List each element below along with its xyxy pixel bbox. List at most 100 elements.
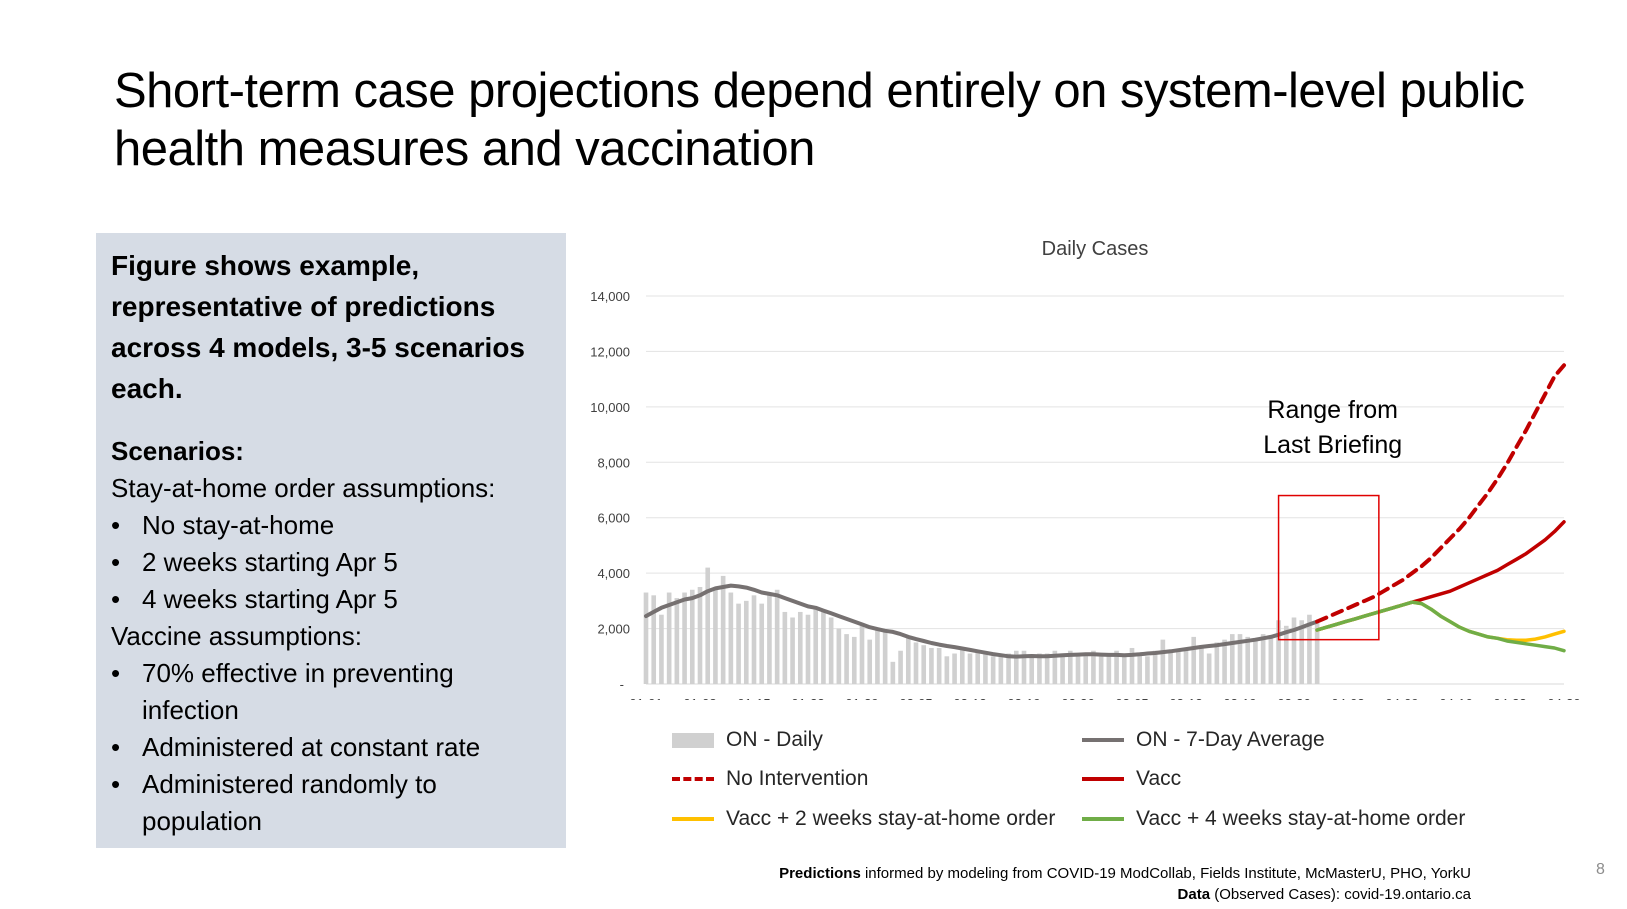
daily-bar [666, 592, 672, 684]
footer-data-bold: Data [1177, 886, 1211, 903]
daily-bar [1137, 653, 1143, 684]
daily-bar [1214, 642, 1220, 684]
daily-bar [1037, 653, 1042, 684]
legend-item-daily: ON - Daily [672, 725, 823, 755]
daily-bar [1067, 650, 1073, 684]
daily-bar [952, 653, 957, 684]
x-tick-label: 02-12 [953, 696, 986, 700]
daily-bar [1060, 653, 1065, 684]
daily-bar [1083, 653, 1089, 684]
stay-at-home-heading: Stay-at-home order assumptions: [111, 473, 496, 503]
daily-bar [998, 656, 1004, 684]
daily-bar [1276, 620, 1281, 684]
legend-label-vacc-2wk: Vacc + 2 weeks stay-at-home order [726, 807, 1056, 830]
daily-bar [1291, 617, 1297, 684]
y-tick-label: - [620, 677, 624, 692]
daily-bar [1199, 645, 1204, 684]
daily-bar [844, 634, 849, 684]
daily-bar [828, 617, 834, 684]
y-tick-label: 10,000 [590, 400, 630, 415]
daily-bar [867, 639, 873, 684]
x-tick-label: 02-26 [1061, 696, 1094, 700]
daily-bar [1229, 634, 1235, 684]
legend-item-vacc-2wk: Vacc + 2 weeks stay-at-home order [672, 804, 1055, 834]
daily-bar [728, 592, 734, 684]
daily-bar [921, 645, 927, 684]
x-tick-label: 03-26 [1277, 696, 1310, 700]
y-tick-label: 4,000 [597, 566, 630, 581]
daily-bar [1175, 650, 1181, 684]
daily-bar [959, 647, 965, 684]
daily-bar [689, 589, 695, 684]
daily-bar [751, 595, 757, 684]
daily-bar [1052, 650, 1058, 684]
daily-bar [936, 647, 942, 684]
daily-bar [859, 625, 865, 684]
range-annotation-line2: Last Briefing [1263, 431, 1402, 459]
x-tick-label: 02-05 [899, 696, 932, 700]
y-tick-label: 2,000 [597, 622, 630, 637]
daily-bar [1013, 650, 1019, 684]
footer-predictions-bold: Predictions [779, 865, 861, 882]
legend-item-7day: ON - 7-Day Average [1082, 725, 1325, 755]
daily-bar [1299, 620, 1305, 684]
vaccine-item: Administered randomly to population [111, 766, 552, 840]
daily-bar [1245, 636, 1251, 684]
daily-bar [1191, 636, 1197, 684]
daily-bar [1283, 625, 1289, 684]
daily-bar [836, 628, 842, 684]
daily-bar [1129, 647, 1135, 684]
series-no-intervention [1315, 363, 1566, 624]
y-tick-label: 14,000 [590, 289, 630, 304]
daily-bar [774, 589, 780, 684]
daily-bar [1029, 656, 1035, 684]
daily-bar [1114, 650, 1119, 684]
legend-swatch-no-intervention [672, 777, 714, 781]
series-vacc [1315, 520, 1566, 632]
x-tick-label: 04-23 [1493, 696, 1526, 700]
vaccine-item: 70% effective in preventing infection [111, 655, 552, 729]
daily-bar [1044, 653, 1050, 684]
daily-bar [1183, 647, 1189, 684]
legend-label-no-intervention: No Intervention [726, 767, 869, 790]
daily-bar [1222, 639, 1227, 684]
stay-at-home-item: No stay-at-home [111, 507, 552, 544]
daily-bar [697, 587, 703, 684]
series-7-day-average [644, 583, 1320, 659]
y-tick-label: 6,000 [597, 511, 630, 526]
daily-bar [821, 611, 826, 684]
daily-bar [720, 575, 726, 684]
footer-data-text: (Observed Cases): covid-19.ontario.ca [1210, 886, 1471, 903]
daily-bar [805, 614, 811, 684]
daily-bar [1307, 614, 1312, 684]
scenario-panel: Figure shows example, representative of … [96, 233, 566, 848]
legend-label-vacc: Vacc [1136, 767, 1182, 790]
x-tick-label: 04-16 [1439, 696, 1472, 700]
daily-bar [1268, 636, 1274, 684]
daily-bar [674, 598, 680, 684]
daily-bar [967, 653, 973, 684]
daily-bar [759, 603, 765, 684]
daily-bar [905, 636, 911, 684]
x-tick-label: 03-05 [1115, 696, 1148, 700]
legend-label-daily: ON - Daily [726, 728, 823, 751]
daily-bar [1206, 653, 1212, 684]
daily-bar [913, 642, 919, 684]
x-tick-label: 02-19 [1007, 696, 1040, 700]
slide-title: Short-term case projections depend entir… [114, 64, 1525, 176]
x-tick-label: 04-02 [1331, 696, 1364, 700]
daily-bar [875, 628, 880, 684]
daily-bar [1152, 650, 1158, 684]
daily-bar [929, 647, 934, 684]
daily-bar [990, 656, 996, 684]
daily-bar [890, 661, 896, 684]
y-tick-label: 8,000 [597, 455, 630, 470]
legend-swatch-vacc [1082, 777, 1124, 781]
daily-bar [1021, 650, 1027, 684]
daily-bar [1121, 656, 1127, 684]
daily-bar [797, 611, 803, 684]
legend-item-vacc: Vacc [1082, 764, 1181, 794]
daily-bar [790, 617, 795, 684]
daily-bar [1075, 656, 1081, 684]
daily-bar [1006, 653, 1011, 684]
